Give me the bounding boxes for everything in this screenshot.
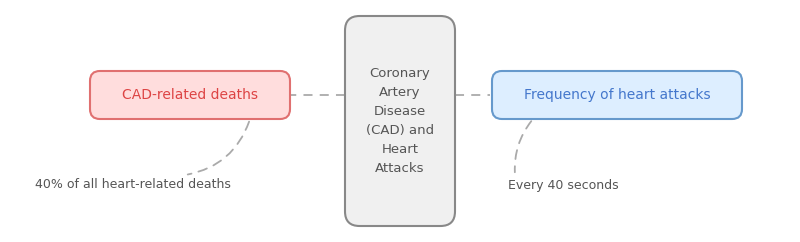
Text: 40% of all heart-related deaths: 40% of all heart-related deaths [35, 179, 231, 191]
FancyBboxPatch shape [345, 16, 455, 226]
FancyBboxPatch shape [90, 71, 290, 119]
Text: Coronary
Artery
Disease
(CAD) and
Heart
Attacks: Coronary Artery Disease (CAD) and Heart … [366, 67, 434, 175]
Text: CAD-related deaths: CAD-related deaths [122, 88, 258, 102]
Text: Frequency of heart attacks: Frequency of heart attacks [524, 88, 710, 102]
Text: Every 40 seconds: Every 40 seconds [508, 179, 618, 191]
FancyBboxPatch shape [492, 71, 742, 119]
